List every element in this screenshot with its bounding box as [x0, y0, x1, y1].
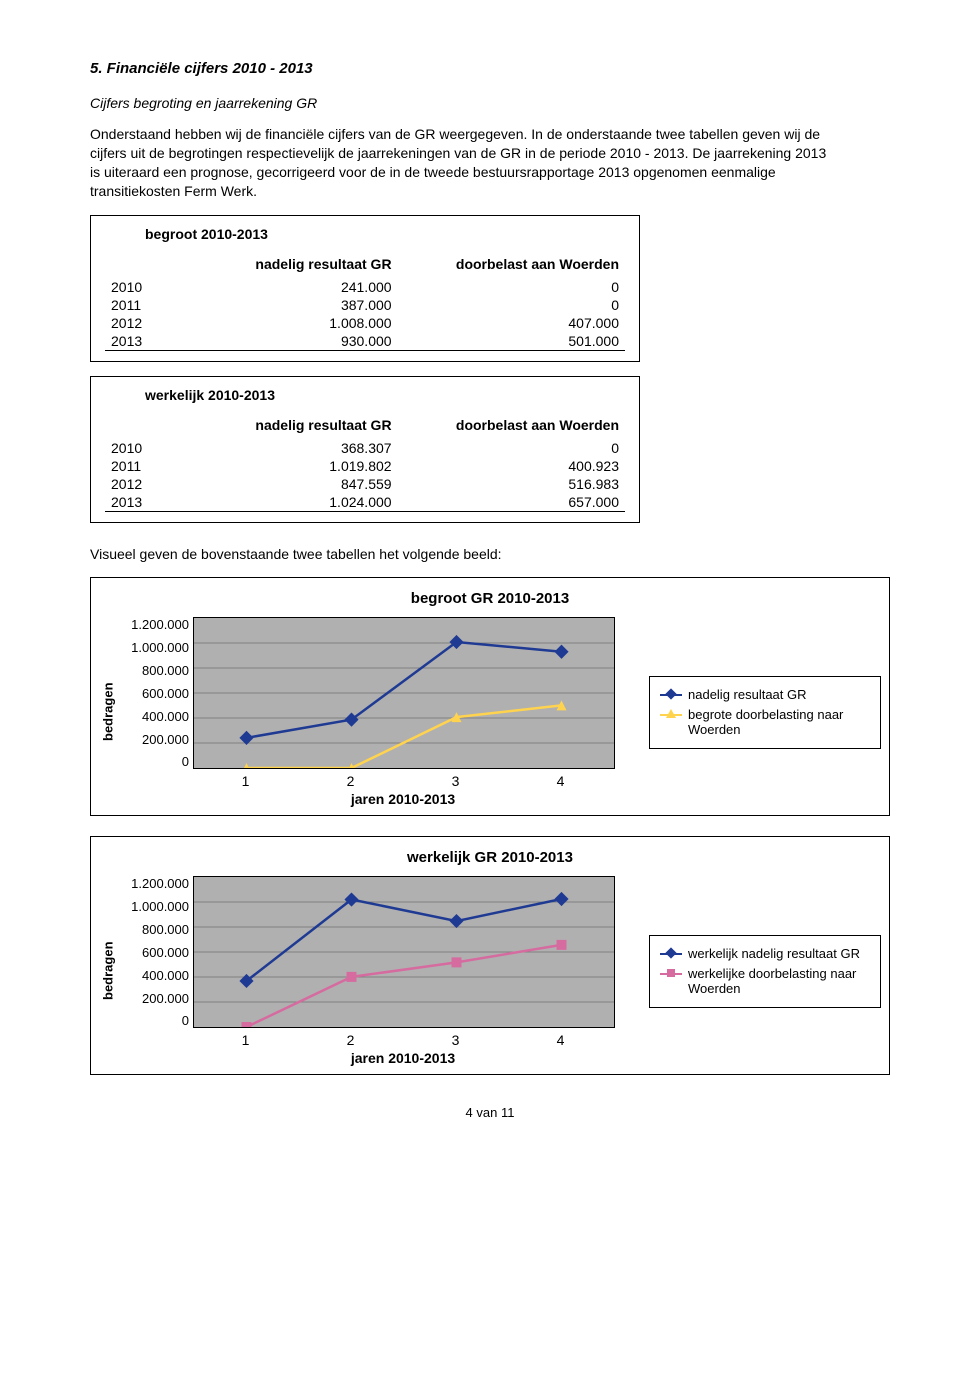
page-footer: 4 van 11	[90, 1105, 890, 1120]
table-begroot: begroot 2010-2013 nadelig resultaat GR d…	[90, 215, 640, 362]
table-row-value-a: 368.307	[164, 439, 397, 457]
table-werkelijk: werkelijk 2010-2013 nadelig resultaat GR…	[90, 376, 640, 523]
legend-item: werkelijke doorbelasting naar Woerden	[660, 966, 870, 997]
legend-label: nadelig resultaat GR	[688, 687, 807, 703]
legend-item: begrote doorbelasting naar Woerden	[660, 707, 870, 738]
table-begroot-title: begroot 2010-2013	[145, 226, 625, 242]
table-row-value-a: 241.000	[164, 278, 397, 296]
table-row-value-b: 0	[398, 296, 625, 314]
table-row-value-b: 400.923	[398, 457, 625, 475]
table-row-value-b: 501.000	[398, 332, 625, 351]
chart-plot-area	[193, 876, 615, 1028]
chart-y-label: bedragen	[99, 617, 117, 807]
legend-item: nadelig resultaat GR	[660, 687, 870, 703]
section-heading: 5. Financiële cijfers 2010 - 2013	[90, 60, 890, 77]
table-row-value-b: 0	[398, 278, 625, 296]
paragraph-1: Onderstaand hebben wij de financiële cij…	[90, 125, 830, 201]
chart-plot-area	[193, 617, 615, 769]
table-row-value-b: 516.983	[398, 475, 625, 493]
chart-title: begroot GR 2010-2013	[99, 590, 881, 607]
chart-legend: werkelijk nadelig resultaat GR werkelijke…	[649, 935, 881, 1008]
table-row-value-a: 387.000	[164, 296, 397, 314]
chart-title: werkelijk GR 2010-2013	[99, 849, 881, 866]
chart-legend: nadelig resultaat GR begrote doorbelastin…	[649, 676, 881, 749]
legend-label: werkelijke doorbelasting naar Woerden	[688, 966, 870, 997]
table-werkelijk-title: werkelijk 2010-2013	[145, 387, 625, 403]
table-row-year: 2013	[105, 493, 164, 512]
paragraph-2: Visueel geven de bovenstaande twee tabel…	[90, 545, 830, 564]
table-row-year: 2012	[105, 314, 164, 332]
table-col-a-header: nadelig resultaat GR	[164, 254, 397, 278]
table-row-year: 2011	[105, 457, 164, 475]
legend-label: werkelijk nadelig resultaat GR	[688, 946, 860, 962]
chart-x-label: jaren 2010-2013	[193, 791, 613, 807]
table-row-value-b: 407.000	[398, 314, 625, 332]
chart-x-ticks: 1234	[193, 1032, 613, 1048]
chart-begroot: begroot GR 2010-2013 bedragen1.200.0001.0…	[90, 577, 890, 816]
table-row-value-b: 657.000	[398, 493, 625, 512]
legend-label: begrote doorbelasting naar Woerden	[688, 707, 870, 738]
chart-werkelijk: werkelijk GR 2010-2013 bedragen1.200.0001…	[90, 836, 890, 1075]
table-row-value-b: 0	[398, 439, 625, 457]
table-col-b-header: doorbelast aan Woerden	[398, 415, 625, 439]
table-row-year: 2011	[105, 296, 164, 314]
section-subheading: Cijfers begroting en jaarrekening GR	[90, 95, 890, 111]
table-row-year: 2010	[105, 278, 164, 296]
chart-x-ticks: 1234	[193, 773, 613, 789]
table-row-value-a: 1.008.000	[164, 314, 397, 332]
chart-x-label: jaren 2010-2013	[193, 1050, 613, 1066]
table-col-a-header: nadelig resultaat GR	[164, 415, 397, 439]
chart-y-label: bedragen	[99, 876, 117, 1066]
table-col-b-header: doorbelast aan Woerden	[398, 254, 625, 278]
table-row-value-a: 1.019.802	[164, 457, 397, 475]
table-row-year: 2010	[105, 439, 164, 457]
table-row-year: 2012	[105, 475, 164, 493]
table-row-year: 2013	[105, 332, 164, 351]
chart-y-ticks: 1.200.0001.000.000800.000600.000400.0002…	[117, 876, 193, 1028]
legend-item: werkelijk nadelig resultaat GR	[660, 946, 870, 962]
table-row-value-a: 930.000	[164, 332, 397, 351]
table-row-value-a: 1.024.000	[164, 493, 397, 512]
chart-y-ticks: 1.200.0001.000.000800.000600.000400.0002…	[117, 617, 193, 769]
table-row-value-a: 847.559	[164, 475, 397, 493]
